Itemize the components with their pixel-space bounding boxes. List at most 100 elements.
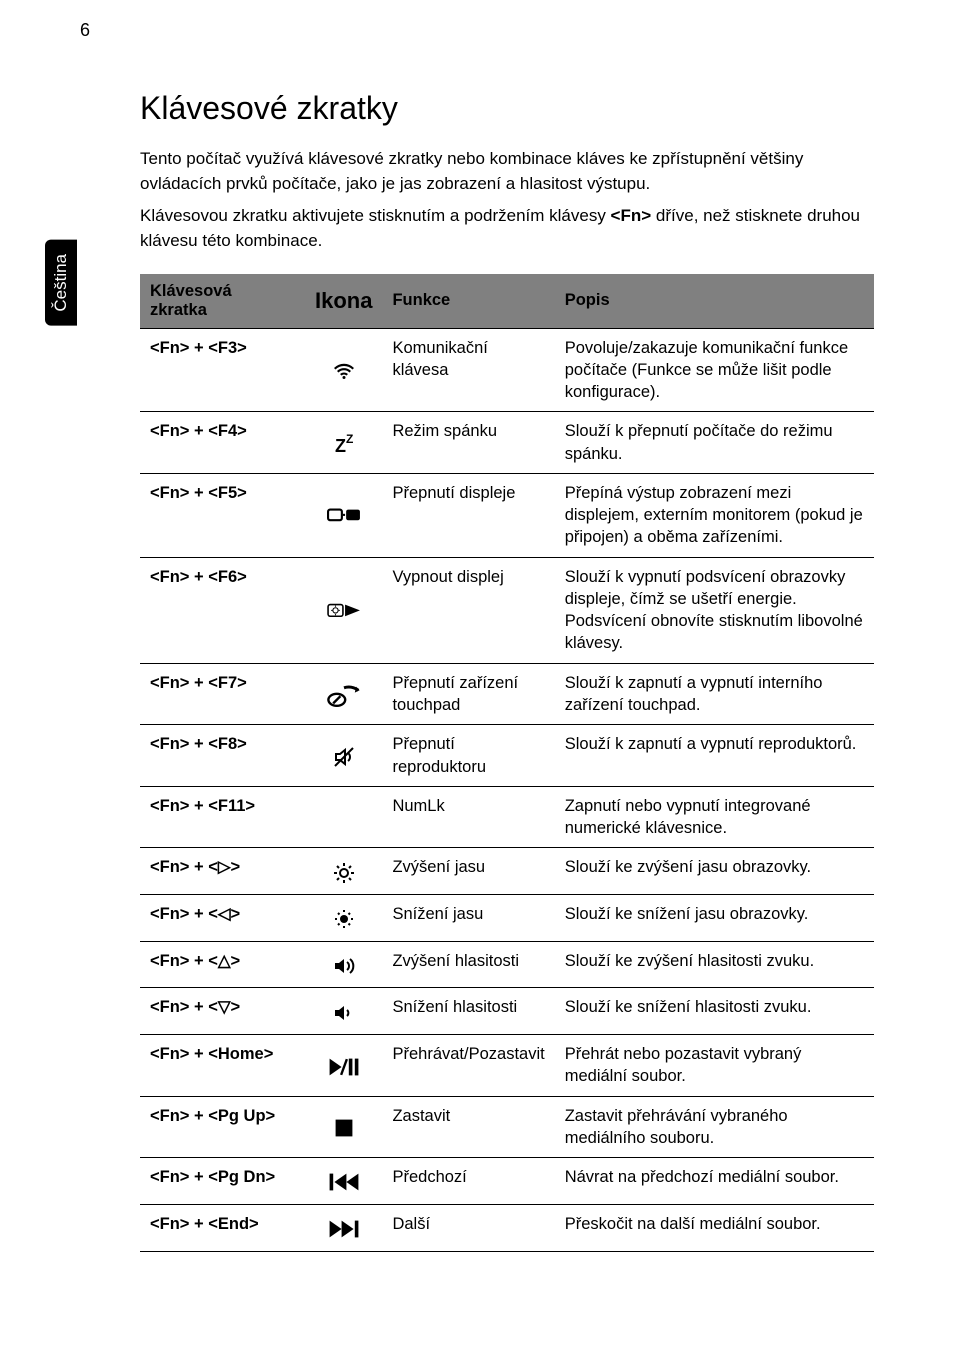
cell-icon xyxy=(305,473,382,557)
th-shortcut-b: zkratka xyxy=(150,301,207,319)
cell-desc: Přepíná výstup zobrazení mezi displejem,… xyxy=(555,473,874,557)
cell-icon xyxy=(305,328,382,412)
cell-func: Vypnout displej xyxy=(382,557,554,663)
table-row: <Fn> + <◁> Snížení jasuSlouží ke snížení … xyxy=(140,895,874,942)
cell-icon xyxy=(305,1096,382,1158)
cell-desc: Slouží ke zvýšení jasu obrazovky. xyxy=(555,848,874,895)
table-row: <Fn> + <Pg Dn> PředchozíNávrat na předcho… xyxy=(140,1158,874,1205)
cell-func: Přehrávat/Pozastavit xyxy=(382,1035,554,1097)
cell-func: Snížení jasu xyxy=(382,895,554,942)
cell-desc: Slouží k vypnutí podsvícení obrazovky di… xyxy=(555,557,874,663)
cell-func: Snížení hlasitosti xyxy=(382,988,554,1035)
bright-down-icon xyxy=(332,907,356,931)
prev-icon xyxy=(327,1170,361,1194)
cell-func: Přepnutí reproduktoru xyxy=(382,725,554,787)
bright-up-icon xyxy=(332,861,356,885)
cell-shortcut: <Fn> + <F11> xyxy=(140,786,305,848)
cell-icon xyxy=(305,557,382,663)
table-row: <Fn> + <Home> Přehrávat/PozastavitPřehrát… xyxy=(140,1035,874,1097)
table-row: <Fn> + <Pg Up>ZastavitZastavit přehráván… xyxy=(140,1096,874,1158)
cell-func: Režim spánku xyxy=(382,412,554,474)
display-off-icon xyxy=(327,600,361,624)
cell-icon xyxy=(305,1158,382,1205)
cell-shortcut: <Fn> + <F8> xyxy=(140,725,305,787)
cell-shortcut: <Fn> + <F6> xyxy=(140,557,305,663)
table-row: <Fn> + <F5> Přepnutí displejePřepíná výst… xyxy=(140,473,874,557)
cell-func: Zvýšení jasu xyxy=(382,848,554,895)
cell-desc: Slouží ke snížení hlasitosti zvuku. xyxy=(555,988,874,1035)
play-pause-icon xyxy=(327,1055,361,1079)
cell-shortcut: <Fn> + <F3> xyxy=(140,328,305,412)
th-shortcut-a: Klávesová xyxy=(150,282,232,300)
cell-shortcut: <Fn> + <F7> xyxy=(140,663,305,725)
vol-up-icon xyxy=(332,954,356,978)
table-row: <Fn> + <End> DalšíPřeskočit na další medi… xyxy=(140,1204,874,1251)
cell-desc: Slouží k zapnutí a vypnutí reproduktorů. xyxy=(555,725,874,787)
cell-func: Předchozí xyxy=(382,1158,554,1205)
cell-desc: Přehrát nebo pozastavit vybraný mediální… xyxy=(555,1035,874,1097)
cell-desc: Slouží ke snížení jasu obrazovky. xyxy=(555,895,874,942)
sleep-icon xyxy=(332,432,356,456)
next-icon xyxy=(327,1217,361,1241)
page-title: Klávesové zkratky xyxy=(140,90,874,127)
cell-icon xyxy=(305,412,382,474)
cell-shortcut: <Fn> + <△> xyxy=(140,941,305,988)
cell-func: Zvýšení hlasitosti xyxy=(382,941,554,988)
cell-icon xyxy=(305,725,382,787)
cell-desc: Zastavit přehrávání vybraného mediálního… xyxy=(555,1096,874,1158)
cell-shortcut: <Fn> + <◁> xyxy=(140,895,305,942)
table-row: <Fn> + <F8> Přepnutí reproduktoruSlouží k… xyxy=(140,725,874,787)
table-row: <Fn> + <F4> Režim spánkuSlouží k přepnutí… xyxy=(140,412,874,474)
cell-shortcut: <Fn> + <▷> xyxy=(140,848,305,895)
cell-desc: Slouží ke zvýšení hlasitosti zvuku. xyxy=(555,941,874,988)
cell-shortcut: <Fn> + <F4> xyxy=(140,412,305,474)
cell-icon xyxy=(305,848,382,895)
table-header-row: Klávesová zkratka Ikona Funkce Popis xyxy=(140,274,874,329)
speaker-icon xyxy=(332,745,356,769)
cell-shortcut: <Fn> + <End> xyxy=(140,1204,305,1251)
language-tab: Čeština xyxy=(45,240,77,326)
table-row: <Fn> + <F7> Přepnutí zařízení touchpadSlo… xyxy=(140,663,874,725)
th-desc: Popis xyxy=(555,274,874,329)
table-row: <Fn> + <▽> Snížení hlasitostiSlouží ke sn… xyxy=(140,988,874,1035)
intro-p2: Klávesovou zkratku aktivujete stisknutím… xyxy=(140,204,874,253)
cell-desc: Slouží k zapnutí a vypnutí interního zař… xyxy=(555,663,874,725)
cell-icon xyxy=(305,941,382,988)
cell-shortcut: <Fn> + <▽> xyxy=(140,988,305,1035)
cell-icon xyxy=(305,1035,382,1097)
cell-func: Přepnutí zařízení touchpad xyxy=(382,663,554,725)
cell-desc: Povoluje/zakazuje komunikační funkce poč… xyxy=(555,328,874,412)
th-func: Funkce xyxy=(382,274,554,329)
table-row: <Fn> + <F11> NumLkZapnutí nebo vypnutí in… xyxy=(140,786,874,848)
cell-desc: Zapnutí nebo vypnutí integrované numeric… xyxy=(555,786,874,848)
table-row: <Fn> + <F6> Vypnout displejSlouží k vypnu… xyxy=(140,557,874,663)
cell-desc: Návrat na předchozí mediální soubor. xyxy=(555,1158,874,1205)
touchpad-icon xyxy=(327,683,361,707)
th-icon: Ikona xyxy=(305,274,382,329)
vol-down-icon xyxy=(332,1001,356,1025)
cell-shortcut: <Fn> + <Pg Up> xyxy=(140,1096,305,1158)
hotkeys-table: Klávesová zkratka Ikona Funkce Popis <Fn… xyxy=(140,274,874,1252)
cell-icon xyxy=(305,663,382,725)
cell-icon xyxy=(305,1204,382,1251)
cell-icon xyxy=(305,786,382,848)
display-switch-icon xyxy=(327,505,361,529)
cell-func: NumLk xyxy=(382,786,554,848)
intro-p2a: Klávesovou zkratku aktivujete stisknutím… xyxy=(140,206,611,225)
cell-func: Komunikační klávesa xyxy=(382,328,554,412)
intro-key: <Fn> xyxy=(611,206,652,225)
table-row: <Fn> + <△> Zvýšení hlasitostiSlouží ke zv… xyxy=(140,941,874,988)
table-row: <Fn> + <F3> Komunikační klávesaPovoluje/z… xyxy=(140,328,874,412)
cell-desc: Přeskočit na další mediální soubor. xyxy=(555,1204,874,1251)
cell-func: Přepnutí displeje xyxy=(382,473,554,557)
cell-shortcut: <Fn> + <F5> xyxy=(140,473,305,557)
intro-p1: Tento počítač využívá klávesové zkratky … xyxy=(140,147,874,196)
stop-icon xyxy=(332,1116,356,1140)
page-number: 6 xyxy=(80,20,90,41)
cell-func: Další xyxy=(382,1204,554,1251)
table-row: <Fn> + <▷> Zvýšení jasuSlouží ke zvýšení … xyxy=(140,848,874,895)
cell-desc: Slouží k přepnutí počítače do režimu spá… xyxy=(555,412,874,474)
th-shortcut: Klávesová zkratka xyxy=(140,274,305,329)
cell-shortcut: <Fn> + <Home> xyxy=(140,1035,305,1097)
cell-shortcut: <Fn> + <Pg Dn> xyxy=(140,1158,305,1205)
